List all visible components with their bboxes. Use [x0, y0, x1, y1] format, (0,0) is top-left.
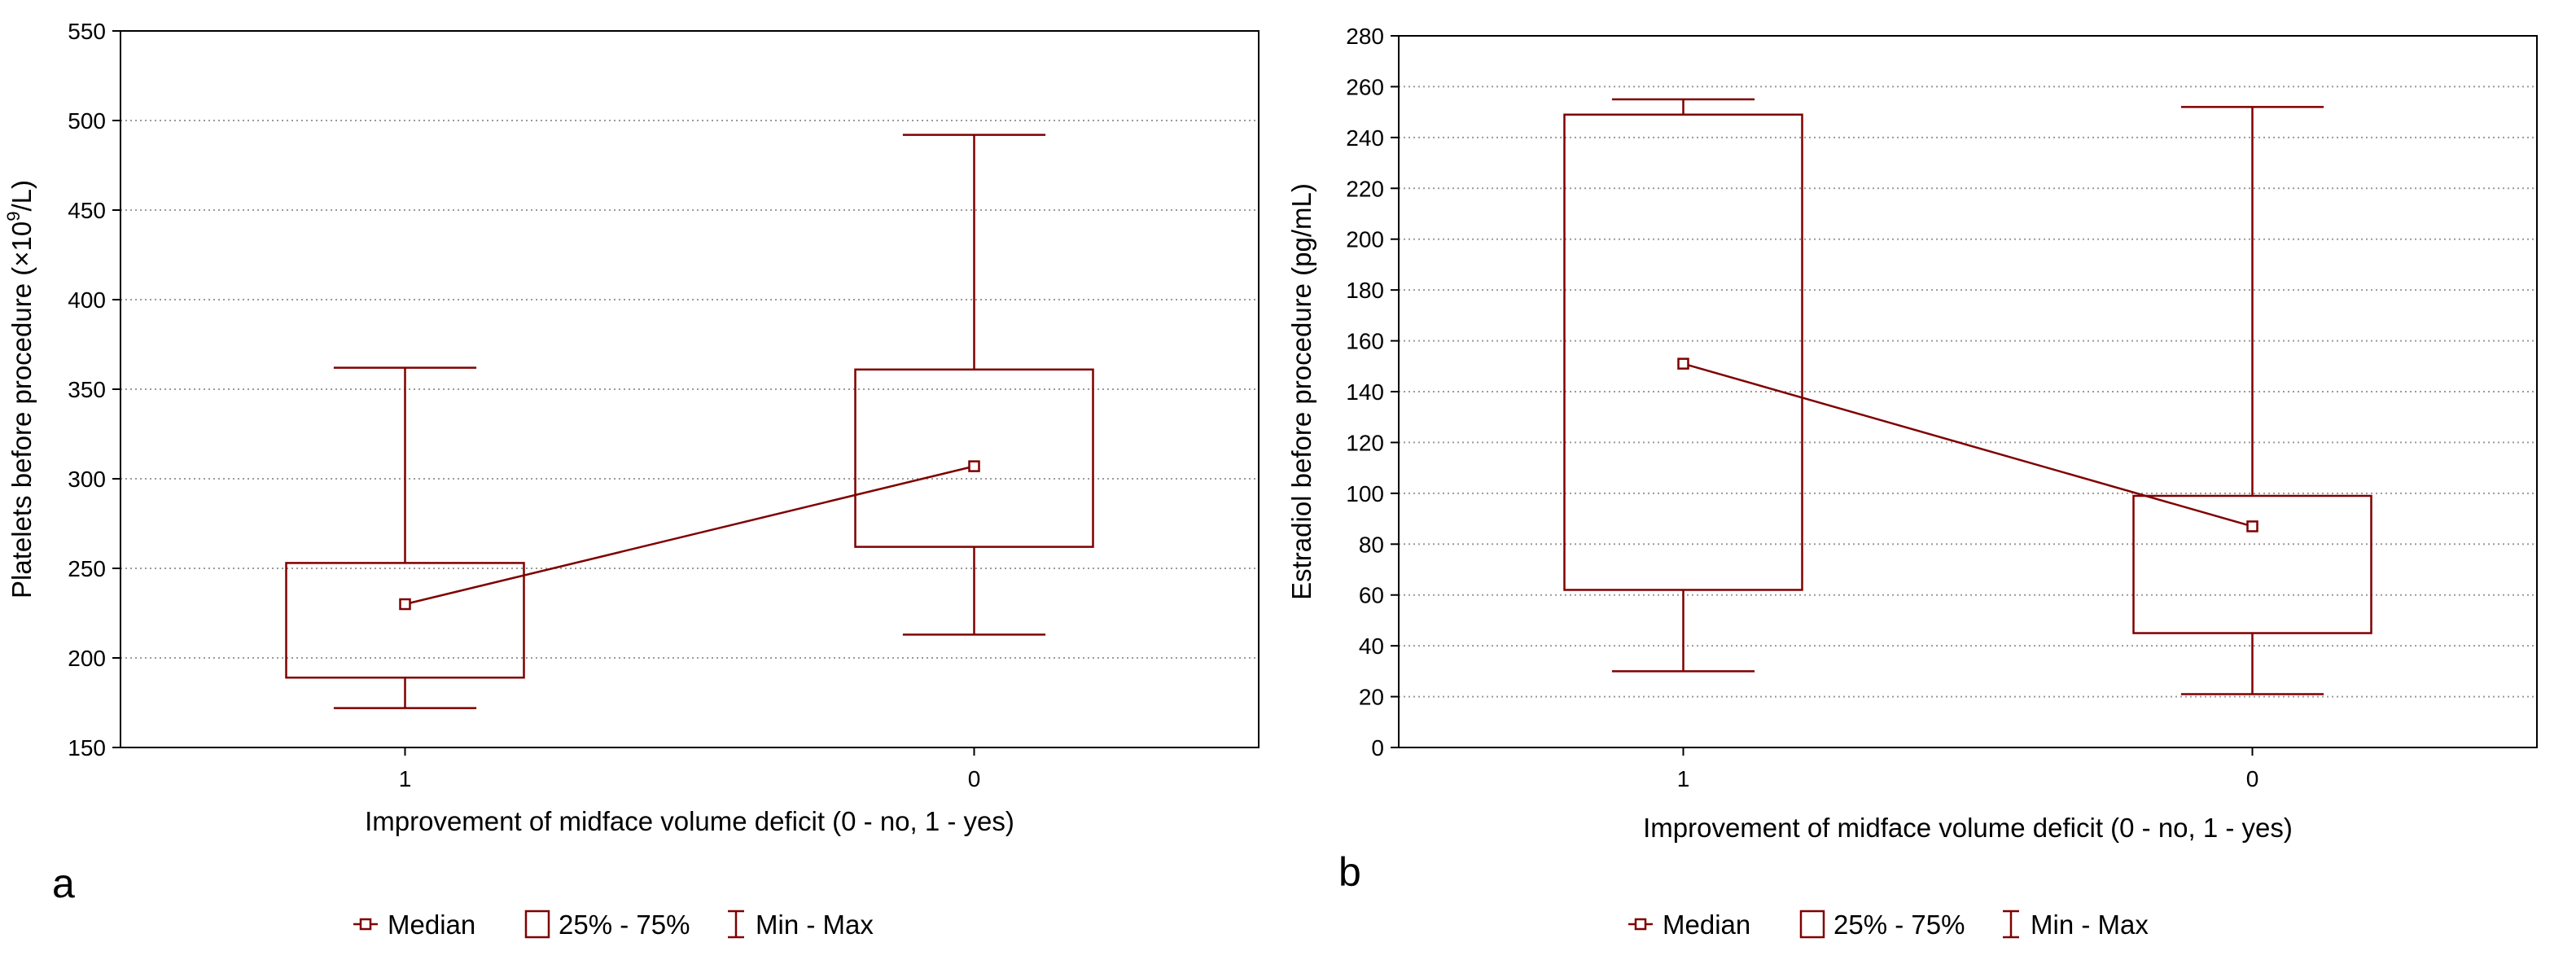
y-tick-label: 400 [68, 287, 106, 313]
iqr-box [1563, 113, 1803, 591]
y-tick-label: 80 [1359, 532, 1384, 557]
y-axis-label-suffix: /L) [7, 180, 37, 212]
y-tick-label: 200 [68, 646, 106, 671]
median-marker [399, 598, 411, 611]
legend-box-symbol [1799, 910, 1825, 939]
median-line [405, 465, 975, 606]
median-marker [1677, 357, 1689, 370]
y-tick-label: 140 [1346, 379, 1384, 405]
y-tick-label: 500 [68, 108, 106, 134]
chart-panel-b: 0 20 40 60 80 100 120 140 160 180 200 220 240 260 280 1… [1286, 24, 2538, 940]
y-tick-label: 0 [1371, 735, 1384, 761]
y-tick-label: 20 [1359, 685, 1384, 710]
legend-median-marker [1634, 918, 1647, 931]
y-tick-label: 100 [1346, 481, 1384, 506]
iqr-box [854, 368, 1094, 548]
y-tick-label: 200 [1346, 227, 1384, 252]
legend-median-label: Median [1663, 910, 1750, 940]
y-axis-label-main: Platelets before procedure (×10 [7, 221, 37, 598]
y-tick-label: 150 [68, 735, 106, 761]
x-tick-label: 0 [2246, 766, 2259, 791]
x-tick-label: 1 [399, 766, 412, 791]
x-axis-label: Improvement of midface volume deficit (0… [1643, 813, 2293, 843]
legend-median-label: Median [388, 910, 475, 940]
y-tick-label: 60 [1359, 583, 1384, 608]
y-tick-label: 300 [68, 467, 106, 492]
legend-range-label: Min - Max [2031, 910, 2149, 940]
y-tick-label: 180 [1346, 278, 1384, 303]
y-tick-label: 550 [68, 19, 106, 44]
plot-frame [1398, 35, 2538, 748]
y-tick-label: 250 [68, 556, 106, 581]
legend: Median 25% - 75% Min - Max [1628, 910, 2149, 940]
legend-box-label: 25% - 75% [1833, 910, 1965, 940]
legend: Median 25% - 75% Min - Max [353, 910, 874, 940]
legend-box-symbol [524, 910, 550, 939]
chart-panel-a: 150 200 250 300 350 400 450 500 550 1 0 Improvement… [3, 19, 1260, 940]
median-marker [2246, 520, 2258, 533]
legend-median-marker [359, 918, 372, 931]
y-tick-label: 350 [68, 377, 106, 402]
y-axis-label: Platelets before procedure (×109/L) [3, 180, 37, 598]
panel-label: b [1338, 849, 1361, 895]
x-tick-label: 1 [1677, 766, 1690, 791]
x-axis-label: Improvement of midface volume deficit (0… [365, 806, 1014, 836]
iqr-box [2132, 494, 2372, 634]
y-tick-label: 40 [1359, 633, 1384, 659]
legend-box-label: 25% - 75% [559, 910, 690, 940]
y-tick-label: 160 [1346, 329, 1384, 354]
y-tick-label: 240 [1346, 125, 1384, 151]
median-marker [968, 460, 980, 472]
panel-label: a [52, 861, 75, 906]
y-tick-label: 280 [1346, 24, 1384, 49]
y-tick-label: 120 [1346, 430, 1384, 455]
y-tick-label: 260 [1346, 74, 1384, 99]
median-line [1683, 362, 2253, 528]
x-tick-label: 0 [968, 766, 981, 791]
plot-frame [120, 30, 1260, 748]
y-axis-label-superscript: 9 [3, 212, 24, 221]
y-tick-label: 450 [68, 198, 106, 223]
box-1 [285, 366, 525, 709]
legend-range-label: Min - Max [756, 910, 874, 940]
box-1 [1563, 98, 1803, 673]
y-tick-label: 220 [1346, 176, 1384, 201]
y-axis-label: Estradiol before procedure (pg/mL) [1286, 183, 1316, 600]
box-0 [2132, 106, 2372, 695]
iqr-box [285, 562, 525, 679]
box-0 [854, 134, 1094, 636]
